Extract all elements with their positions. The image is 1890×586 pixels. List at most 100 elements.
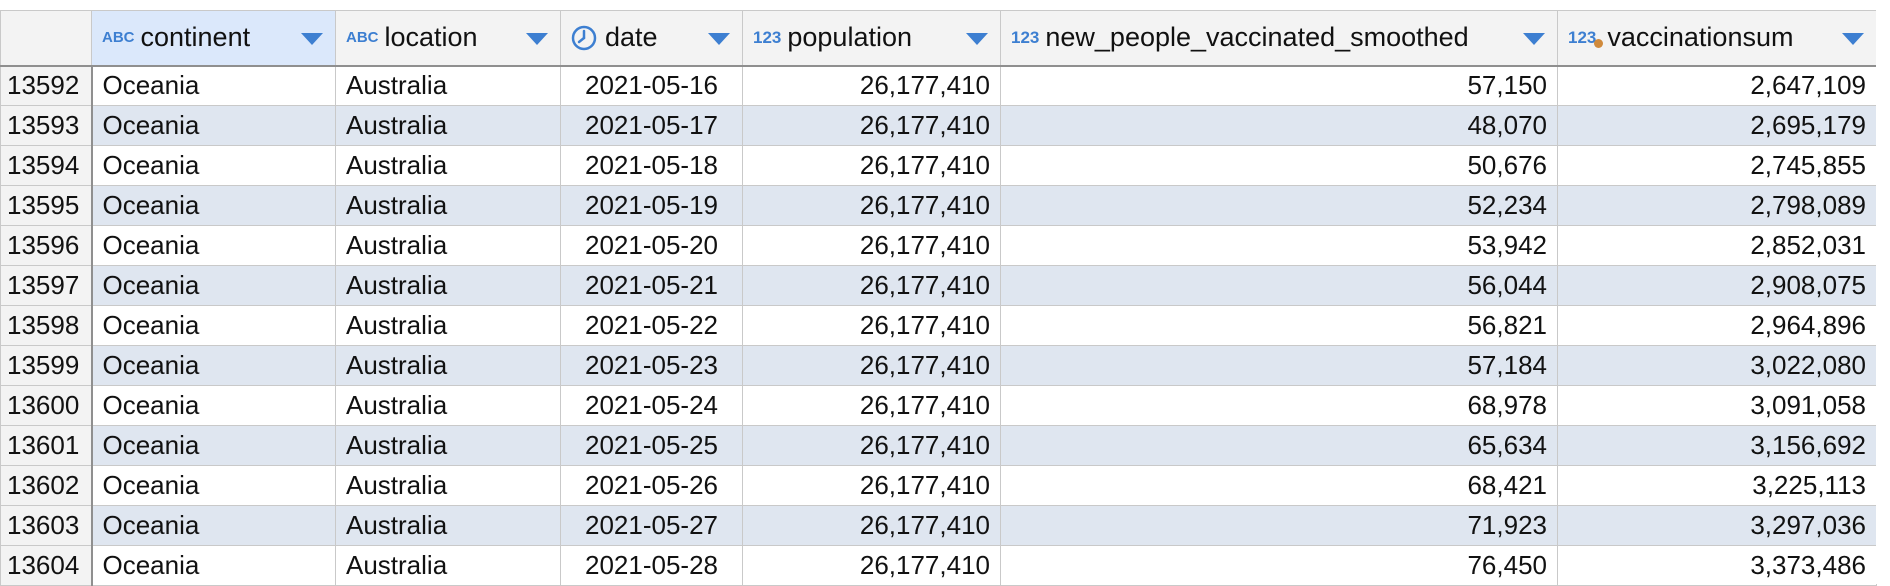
column-header-population[interactable]: 123 population <box>742 10 1001 67</box>
table-row[interactable]: 13593 Oceania Australia 2021-05-17 26,177,41… <box>0 105 1877 146</box>
cell-population[interactable]: 26,177,410 <box>742 545 1001 586</box>
cell-population[interactable]: 26,177,410 <box>742 65 1001 106</box>
cell-continent[interactable]: Oceania <box>91 505 336 546</box>
cell-location[interactable]: Australia <box>335 265 561 306</box>
cell-continent[interactable]: Oceania <box>91 465 336 506</box>
cell-date[interactable]: 2021-05-19 <box>560 185 743 226</box>
cell-vaccinationsum[interactable]: 3,156,692 <box>1557 425 1877 466</box>
cell-new-people-vaccinated-smoothed[interactable]: 52,234 <box>1000 185 1558 226</box>
cell-location[interactable]: Australia <box>335 545 561 586</box>
table-row[interactable]: 13597 Oceania Australia 2021-05-21 26,177,41… <box>0 265 1877 306</box>
cell-continent[interactable]: Oceania <box>91 305 336 346</box>
cell-new-people-vaccinated-smoothed[interactable]: 68,421 <box>1000 465 1558 506</box>
table-row[interactable]: 13594 Oceania Australia 2021-05-18 26,177,41… <box>0 145 1877 186</box>
cell-date[interactable]: 2021-05-28 <box>560 545 743 586</box>
row-number[interactable]: 13598 <box>0 305 93 346</box>
table-row[interactable]: 13601 Oceania Australia 2021-05-25 26,177,41… <box>0 425 1877 466</box>
column-menu-arrow-icon[interactable] <box>301 33 323 45</box>
cell-date[interactable]: 2021-05-21 <box>560 265 743 306</box>
table-row[interactable]: 13595 Oceania Australia 2021-05-19 26,177,41… <box>0 185 1877 226</box>
cell-new-people-vaccinated-smoothed[interactable]: 68,978 <box>1000 385 1558 426</box>
cell-continent[interactable]: Oceania <box>91 385 336 426</box>
cell-new-people-vaccinated-smoothed[interactable]: 48,070 <box>1000 105 1558 146</box>
cell-location[interactable]: Australia <box>335 345 561 386</box>
cell-continent[interactable]: Oceania <box>91 425 336 466</box>
cell-new-people-vaccinated-smoothed[interactable]: 50,676 <box>1000 145 1558 186</box>
row-number[interactable]: 13604 <box>0 545 93 586</box>
cell-date[interactable]: 2021-05-18 <box>560 145 743 186</box>
cell-continent[interactable]: Oceania <box>91 185 336 226</box>
cell-population[interactable]: 26,177,410 <box>742 225 1001 266</box>
cell-vaccinationsum[interactable]: 3,297,036 <box>1557 505 1877 546</box>
cell-location[interactable]: Australia <box>335 425 561 466</box>
cell-vaccinationsum[interactable]: 3,225,113 <box>1557 465 1877 506</box>
row-number[interactable]: 13595 <box>0 185 93 226</box>
cell-location[interactable]: Australia <box>335 385 561 426</box>
cell-new-people-vaccinated-smoothed[interactable]: 65,634 <box>1000 425 1558 466</box>
cell-continent[interactable]: Oceania <box>91 225 336 266</box>
cell-date[interactable]: 2021-05-25 <box>560 425 743 466</box>
cell-location[interactable]: Australia <box>335 505 561 546</box>
cell-date[interactable]: 2021-05-24 <box>560 385 743 426</box>
table-row[interactable]: 13603 Oceania Australia 2021-05-27 26,177,41… <box>0 505 1877 546</box>
table-row[interactable]: 13602 Oceania Australia 2021-05-26 26,177,41… <box>0 465 1877 506</box>
row-number[interactable]: 13592 <box>0 65 93 106</box>
table-row[interactable]: 13600 Oceania Australia 2021-05-24 26,177,41… <box>0 385 1877 426</box>
cell-continent[interactable]: Oceania <box>91 265 336 306</box>
cell-date[interactable]: 2021-05-20 <box>560 225 743 266</box>
cell-continent[interactable]: Oceania <box>91 65 336 106</box>
cell-vaccinationsum[interactable]: 2,852,031 <box>1557 225 1877 266</box>
cell-location[interactable]: Australia <box>335 225 561 266</box>
column-header-continent[interactable]: ABC continent <box>91 10 336 67</box>
cell-population[interactable]: 26,177,410 <box>742 345 1001 386</box>
row-number[interactable]: 13603 <box>0 505 93 546</box>
cell-continent[interactable]: Oceania <box>91 545 336 586</box>
cell-population[interactable]: 26,177,410 <box>742 465 1001 506</box>
table-row[interactable]: 13598 Oceania Australia 2021-05-22 26,177,41… <box>0 305 1877 346</box>
cell-date[interactable]: 2021-05-22 <box>560 305 743 346</box>
vertical-scroll-area[interactable] <box>1876 10 1890 584</box>
cell-new-people-vaccinated-smoothed[interactable]: 56,821 <box>1000 305 1558 346</box>
cell-population[interactable]: 26,177,410 <box>742 105 1001 146</box>
cell-date[interactable]: 2021-05-26 <box>560 465 743 506</box>
row-number-header[interactable] <box>0 10 92 67</box>
column-header-vaccinationsum[interactable]: 123 vaccinationsum <box>1557 10 1877 67</box>
cell-population[interactable]: 26,177,410 <box>742 185 1001 226</box>
cell-new-people-vaccinated-smoothed[interactable]: 76,450 <box>1000 545 1558 586</box>
cell-population[interactable]: 26,177,410 <box>742 385 1001 426</box>
cell-vaccinationsum[interactable]: 2,647,109 <box>1557 65 1877 106</box>
cell-population[interactable]: 26,177,410 <box>742 505 1001 546</box>
table-row[interactable]: 13596 Oceania Australia 2021-05-20 26,177,41… <box>0 225 1877 266</box>
column-header-location[interactable]: ABC location <box>335 10 561 67</box>
cell-new-people-vaccinated-smoothed[interactable]: 53,942 <box>1000 225 1558 266</box>
column-header-new-people-vaccinated-smoothed[interactable]: 123 new_people_vaccinated_smoothed <box>1000 10 1558 67</box>
cell-date[interactable]: 2021-05-16 <box>560 65 743 106</box>
row-number[interactable]: 13599 <box>0 345 93 386</box>
cell-location[interactable]: Australia <box>335 105 561 146</box>
cell-date[interactable]: 2021-05-27 <box>560 505 743 546</box>
cell-date[interactable]: 2021-05-23 <box>560 345 743 386</box>
cell-location[interactable]: Australia <box>335 305 561 346</box>
cell-population[interactable]: 26,177,410 <box>742 305 1001 346</box>
row-number[interactable]: 13594 <box>0 145 93 186</box>
column-menu-arrow-icon[interactable] <box>708 33 730 45</box>
row-number[interactable]: 13600 <box>0 385 93 426</box>
row-number[interactable]: 13601 <box>0 425 93 466</box>
cell-vaccinationsum[interactable]: 2,798,089 <box>1557 185 1877 226</box>
column-menu-arrow-icon[interactable] <box>1842 33 1864 45</box>
cell-vaccinationsum[interactable]: 2,745,855 <box>1557 145 1877 186</box>
cell-date[interactable]: 2021-05-17 <box>560 105 743 146</box>
cell-vaccinationsum[interactable]: 2,908,075 <box>1557 265 1877 306</box>
table-row[interactable]: 13604 Oceania Australia 2021-05-28 26,177,41… <box>0 545 1877 586</box>
cell-location[interactable]: Australia <box>335 145 561 186</box>
cell-vaccinationsum[interactable]: 2,964,896 <box>1557 305 1877 346</box>
row-number[interactable]: 13593 <box>0 105 93 146</box>
column-menu-arrow-icon[interactable] <box>1523 33 1545 45</box>
cell-continent[interactable]: Oceania <box>91 105 336 146</box>
cell-population[interactable]: 26,177,410 <box>742 425 1001 466</box>
cell-population[interactable]: 26,177,410 <box>742 145 1001 186</box>
cell-new-people-vaccinated-smoothed[interactable]: 57,150 <box>1000 65 1558 106</box>
row-number[interactable]: 13602 <box>0 465 93 506</box>
cell-vaccinationsum[interactable]: 3,373,486 <box>1557 545 1877 586</box>
cell-location[interactable]: Australia <box>335 465 561 506</box>
